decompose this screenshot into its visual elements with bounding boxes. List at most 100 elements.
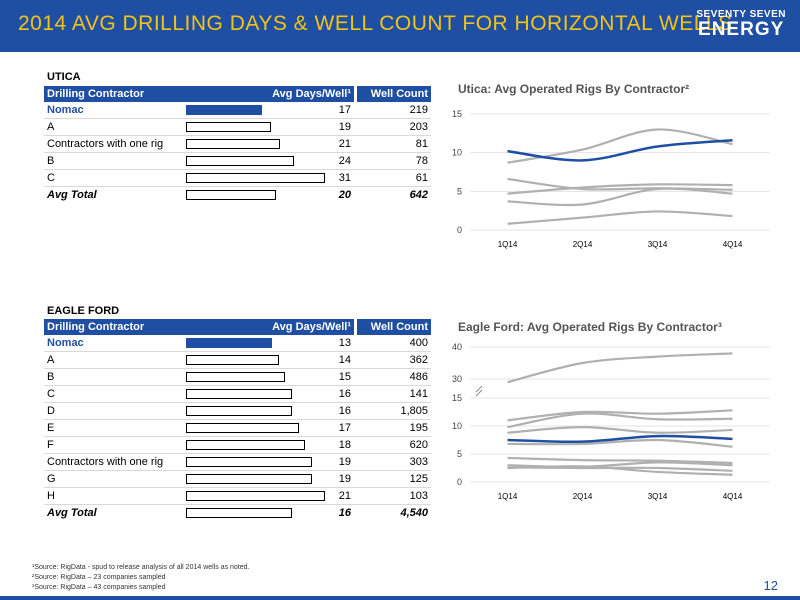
table-row: Contractors with one rig 21 81: [44, 135, 431, 153]
footnote-2: ²Source: RigData – 23 companies sampled: [32, 574, 166, 581]
table-row: H 21 103: [44, 487, 431, 505]
contractor-series-line: [507, 210, 733, 225]
logo-bottom-text: ENERGY: [698, 19, 785, 40]
contractor-name: F: [44, 436, 184, 454]
utica-table: Drilling Contractor Avg Days/Well¹ Well …: [44, 86, 431, 203]
page-title: 2014 AVG DRILLING DAYS & WELL COUNT FOR …: [18, 12, 733, 35]
utica-rigs-chart: 0 5 10 15 1Q14 2Q14 3Q14 4Q14: [452, 109, 770, 249]
col-contractor-header: Drilling Contractor: [44, 319, 184, 335]
x-tick-label: 1Q14: [498, 492, 518, 501]
days-bar: [186, 440, 305, 450]
contractor-name: E: [44, 419, 184, 437]
days-bar: [186, 338, 272, 348]
contractor-series-line: [507, 426, 733, 434]
x-tick-label: 3Q14: [648, 492, 668, 501]
y-tick-label: 15: [452, 109, 462, 119]
avg-days-value: 16: [328, 385, 354, 403]
well-count-value: 61: [357, 169, 431, 187]
days-bar: [186, 122, 271, 132]
y-tick-label: 10: [452, 148, 462, 158]
y-tick-label: 0: [457, 225, 462, 235]
table-row: C 31 61: [44, 169, 431, 187]
contractor-name: Avg Total: [44, 504, 184, 521]
avg-days-value: 21: [328, 487, 354, 505]
days-bar-cell: [184, 419, 328, 437]
days-bar: [186, 372, 285, 382]
contractor-name: C: [44, 385, 184, 403]
y-tick-label: 30: [452, 374, 462, 384]
days-bar: [186, 105, 262, 115]
well-count-value: 362: [357, 351, 431, 369]
well-count-value: 642: [357, 186, 431, 203]
page-number: 12: [763, 578, 778, 593]
days-bar: [186, 355, 279, 365]
table-row: C 16 141: [44, 385, 431, 403]
y-tick-label: 5: [457, 186, 462, 196]
x-tick-label: 3Q14: [648, 240, 668, 249]
avg-days-value: 19: [328, 470, 354, 488]
y-tick-label: 40: [452, 342, 462, 352]
table-row: Nomac 13 400: [44, 335, 431, 352]
days-bar-cell: [184, 385, 328, 403]
contractor-series-line: [507, 183, 733, 195]
days-bar: [186, 491, 325, 501]
days-bar-cell: [184, 118, 328, 136]
logo-top-text: SEVENTY SEVEN: [696, 9, 786, 20]
days-bar-cell: [184, 436, 328, 454]
days-bar-cell: [184, 504, 328, 521]
contractor-series-line: [507, 438, 733, 448]
days-bar: [186, 190, 276, 200]
avg-days-value: 16: [328, 402, 354, 420]
nomac-series-line: [507, 434, 733, 444]
eagleford-table-header: Drilling Contractor Avg Days/Well¹ Well …: [44, 319, 431, 335]
utica-chart-title: Utica: Avg Operated Rigs By Contractor²: [458, 82, 690, 96]
footer-rule: [0, 596, 800, 600]
days-bar-cell: [184, 152, 328, 170]
well-count-value: 4,540: [357, 504, 431, 521]
contractor-name: D: [44, 402, 184, 420]
contractor-series-line: [507, 352, 733, 384]
footnote-3: ³Source: RigData – 43 companies sampled: [32, 584, 166, 591]
utica-table-header: Drilling Contractor Avg Days/Well¹ Well …: [44, 86, 431, 102]
col-days-header: Avg Days/Well¹: [184, 86, 354, 102]
avg-days-value: 17: [328, 419, 354, 437]
company-logo: SEVENTY SEVEN ENERGY: [696, 9, 786, 40]
days-bar: [186, 508, 292, 518]
footnotes: ¹Source: RigData - spud to release analy…: [32, 563, 250, 593]
x-tick-label: 1Q14: [498, 240, 518, 249]
days-bar-cell: [184, 169, 328, 187]
y-tick-label: 5: [457, 449, 462, 459]
contractor-series-line: [507, 465, 733, 476]
well-count-value: 1,805: [357, 402, 431, 420]
days-bar-cell: [184, 351, 328, 369]
days-bar: [186, 406, 292, 416]
avg-days-value: 21: [328, 135, 354, 153]
total-row: Avg Total 20 642: [44, 186, 431, 203]
eagleford-table: Drilling Contractor Avg Days/Well¹ Well …: [44, 319, 431, 521]
days-bar-cell: [184, 102, 328, 119]
avg-days-value: 20: [328, 186, 354, 203]
footnote-1: ¹Source: RigData - spud to release analy…: [32, 564, 250, 571]
contractor-name: A: [44, 118, 184, 136]
contractor-name: Nomac: [44, 335, 184, 352]
col-wells-header: Well Count: [357, 319, 431, 335]
contractor-series-line: [507, 409, 733, 422]
days-bar: [186, 474, 312, 484]
days-bar-cell: [184, 470, 328, 488]
y-tick-label: 10: [452, 421, 462, 431]
contractor-series-line: [507, 177, 733, 191]
well-count-value: 486: [357, 368, 431, 386]
avg-days-value: 14: [328, 351, 354, 369]
days-bar-cell: [184, 135, 328, 153]
table-row: F 18 620: [44, 436, 431, 454]
well-count-value: 103: [357, 487, 431, 505]
utica-section-title: UTICA: [47, 71, 81, 83]
well-count-value: 620: [357, 436, 431, 454]
total-row: Avg Total 16 4,540: [44, 504, 431, 521]
days-bar-cell: [184, 453, 328, 471]
contractor-name: B: [44, 152, 184, 170]
days-bar-cell: [184, 186, 328, 203]
contractor-name: Contractors with one rig: [44, 135, 184, 153]
x-tick-label: 4Q14: [723, 492, 743, 501]
days-bar: [186, 139, 280, 149]
